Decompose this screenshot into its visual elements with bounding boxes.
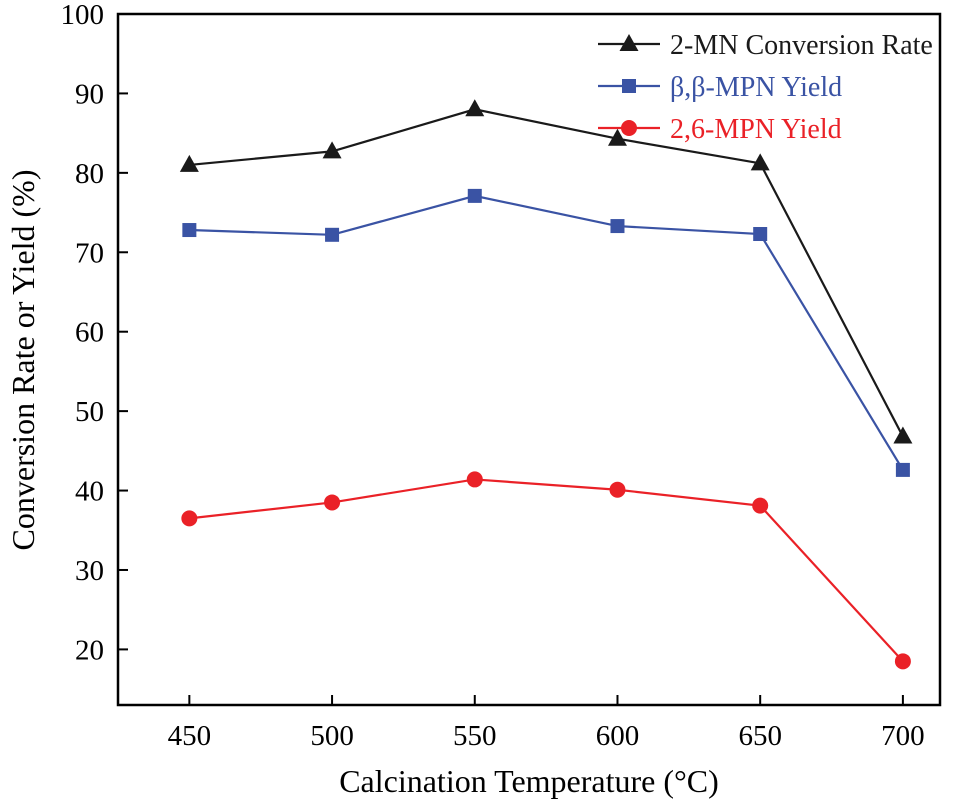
circle-marker — [324, 494, 341, 511]
square-marker — [467, 188, 482, 203]
circle-marker — [621, 120, 637, 136]
triangle-marker — [179, 154, 199, 172]
series-line — [189, 194, 904, 471]
square-marker — [753, 227, 768, 242]
series-line — [189, 108, 904, 438]
y-tick-label: 60 — [75, 317, 104, 349]
x-tick-label: 650 — [738, 720, 782, 752]
circle-marker — [752, 497, 769, 514]
triangle-marker — [465, 99, 485, 117]
triangle-marker — [619, 34, 639, 51]
circle-marker — [894, 653, 911, 670]
series-square — [182, 188, 910, 477]
triangle-marker — [893, 426, 913, 444]
x-tick-label: 550 — [453, 720, 497, 752]
legend-label: 2,6-MPN Yield — [670, 114, 842, 145]
triangle-marker — [750, 153, 770, 171]
x-tick-label: 450 — [168, 720, 212, 752]
legend-entry: 2-MN Conversion Rate — [598, 30, 933, 61]
series-triangle — [179, 99, 913, 444]
x-tick-label: 600 — [596, 720, 640, 752]
square-marker — [182, 223, 197, 238]
y-tick-label: 70 — [75, 237, 104, 269]
y-tick-label: 80 — [75, 158, 104, 190]
y-tick-label: 20 — [75, 634, 104, 666]
x-axis-label: Calcination Temperature (°C) — [339, 763, 719, 799]
plot-frame — [116, 12, 942, 707]
square-marker — [610, 219, 625, 234]
series-circle — [181, 471, 911, 670]
square-marker — [895, 462, 910, 477]
y-tick-label: 50 — [75, 396, 104, 428]
y-tick-label: 40 — [75, 476, 104, 508]
y-tick-label: 90 — [75, 78, 104, 110]
legend-entry: β,β-MPN Yield — [598, 72, 842, 103]
triangle-marker — [607, 128, 627, 146]
y-tick-label: 30 — [75, 555, 104, 587]
y-tick-label: 100 — [61, 0, 105, 31]
series-line — [189, 478, 904, 663]
legend-entry: 2,6-MPN Yield — [598, 114, 842, 145]
circle-marker — [466, 471, 483, 488]
y-axis-label: Conversion Rate or Yield (%) — [5, 170, 41, 551]
x-tick-label: 700 — [881, 720, 925, 752]
circle-marker — [181, 510, 198, 527]
legend-label: β,β-MPN Yield — [670, 72, 842, 103]
square-marker — [325, 227, 340, 242]
legend-label: 2-MN Conversion Rate — [670, 30, 933, 61]
x-tick-label: 500 — [310, 720, 354, 752]
triangle-marker — [322, 141, 342, 159]
square-marker — [622, 79, 636, 93]
circle-marker — [609, 481, 626, 498]
